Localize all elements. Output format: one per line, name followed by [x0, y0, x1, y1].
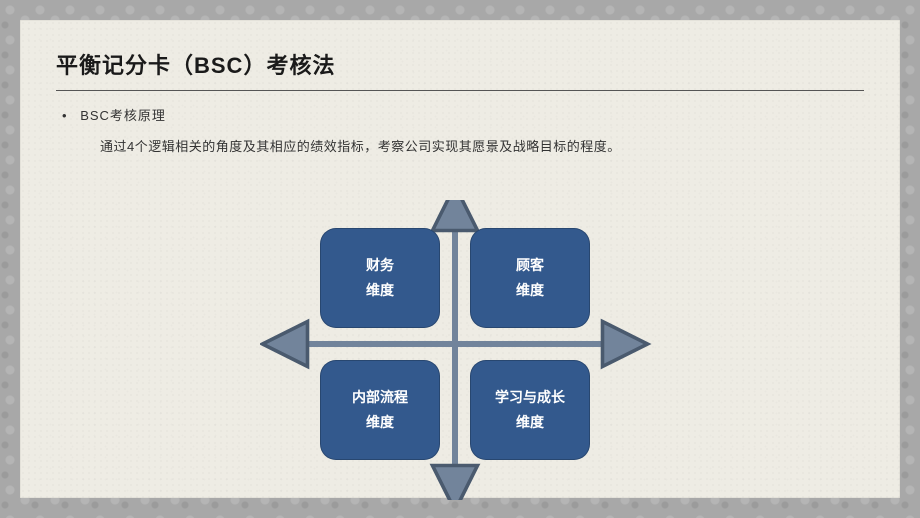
quadrant-label-line1: 财务 — [366, 253, 394, 278]
slide-panel: 平衡记分卡（BSC）考核法 • BSC考核原理 通过4个逻辑相关的角度及其相应的… — [20, 20, 900, 498]
bullet-dot: • — [62, 108, 68, 123]
subtitle-row: • BSC考核原理 — [56, 105, 864, 124]
quadrant-customer: 顾客 维度 — [470, 228, 590, 328]
quadrant-financial: 财务 维度 — [320, 228, 440, 328]
quadrant-label-line1: 内部流程 — [352, 385, 408, 410]
decorative-border: 平衡记分卡（BSC）考核法 • BSC考核原理 通过4个逻辑相关的角度及其相应的… — [0, 0, 920, 518]
quadrant-label-line2: 维度 — [366, 278, 394, 303]
quadrant-internal-process: 内部流程 维度 — [320, 360, 440, 460]
quadrant-label-line2: 维度 — [516, 410, 544, 435]
quadrant-label-line1: 学习与成长 — [495, 385, 565, 410]
slide-title: 平衡记分卡（BSC）考核法 — [56, 48, 864, 80]
description-text: 通过4个逻辑相关的角度及其相应的绩效指标，考察公司实现其愿景及战略目标的程度。 — [56, 136, 864, 155]
quadrant-label-line2: 维度 — [516, 278, 544, 303]
bsc-quadrant-diagram: 财务 维度 顾客 维度 内部流程 维度 学习与成长 维度 — [260, 200, 660, 500]
quadrant-label-line1: 顾客 — [516, 253, 544, 278]
subtitle-text: BSC考核原理 — [80, 108, 166, 123]
title-underline — [56, 90, 864, 91]
quadrant-label-line2: 维度 — [366, 410, 394, 435]
quadrant-learning-growth: 学习与成长 维度 — [470, 360, 590, 460]
